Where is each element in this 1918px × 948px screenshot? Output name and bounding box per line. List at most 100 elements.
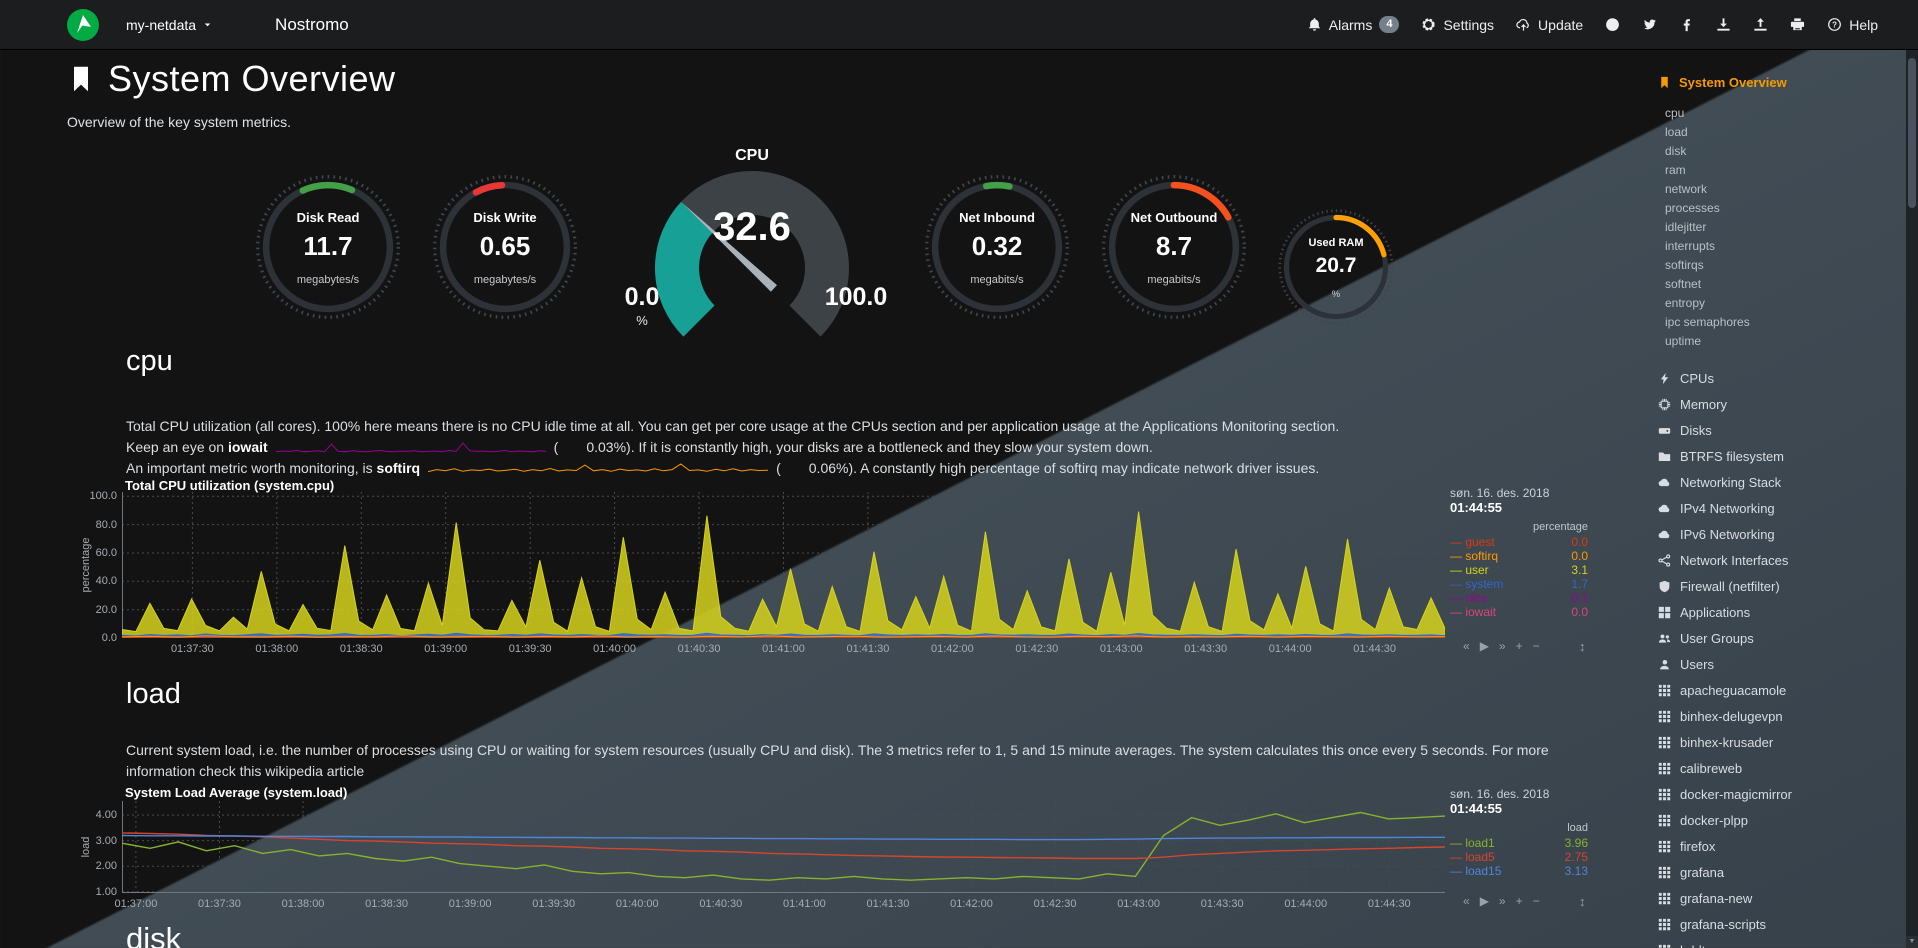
legend-item-iowait[interactable]: — iowait 0.0 [1450, 605, 1588, 619]
sidebar-item-entropy[interactable]: entropy [1665, 296, 1706, 310]
grid-icon [1658, 840, 1671, 853]
export-button[interactable] [1753, 17, 1768, 32]
gauge-value: 0.32 [971, 231, 1023, 261]
sidebar-item-system-overview[interactable]: System Overview [1658, 72, 1878, 92]
sidebar-item-label: binhex-krusader [1680, 734, 1774, 750]
sidebar-item-user-groups[interactable]: User Groups [1658, 625, 1878, 651]
update-button[interactable]: Update [1516, 17, 1583, 33]
gauge-used-ram[interactable]: Used RAM 20.7 % [1276, 207, 1396, 327]
legend-item-load15[interactable]: — load15 3.13 [1450, 864, 1588, 878]
sidebar-item-cpus[interactable]: CPUs [1658, 365, 1878, 391]
sidebar-item-cpu[interactable]: cpu [1665, 106, 1685, 120]
x-tick-label: 01:40:00 [615, 898, 659, 910]
x-tick-label: 01:41:00 [762, 643, 805, 655]
gauge-disk-read[interactable]: Disk Read 11.7 megabytes/s [253, 172, 403, 322]
sidebar-item-apacheguacamole[interactable]: apacheguacamole [1658, 677, 1878, 703]
sidebar-item-network[interactable]: network [1665, 182, 1708, 196]
twitter-button[interactable] [1642, 17, 1657, 32]
sidebar-item-users[interactable]: Users [1658, 651, 1878, 677]
legend-item-softirq[interactable]: — softirq 0.0 [1450, 549, 1588, 563]
sidebar-item-idlejitter[interactable]: idlejitter [1665, 220, 1707, 234]
gauge-cpu[interactable]: CPU 32.6 0.0 100.0 % [607, 147, 897, 337]
scrollbar[interactable]: ▼ [1906, 50, 1918, 948]
sidebar-item-grafana[interactable]: grafana [1658, 859, 1878, 885]
facebook-button[interactable] [1679, 17, 1694, 32]
zoom-out-button[interactable]: − [1532, 894, 1540, 908]
pan-left-button[interactable]: « [1463, 894, 1470, 908]
zoom-in-button[interactable]: + [1515, 639, 1523, 653]
my-netdata-menu[interactable]: my-netdata [126, 17, 213, 33]
legend-item-load1[interactable]: — load1 3.96 [1450, 836, 1588, 850]
legend-item-guest[interactable]: — guest 0.0 [1450, 535, 1588, 549]
pan-left-button[interactable]: « [1463, 639, 1470, 653]
sidebar-item-ram[interactable]: ram [1665, 163, 1686, 177]
gauge-units: % [1331, 289, 1341, 300]
zoom-out-button[interactable]: − [1532, 639, 1540, 653]
netdata-logo[interactable] [66, 8, 100, 42]
sidebar-item-interrupts[interactable]: interrupts [1665, 239, 1716, 253]
sidebar-item-softirqs[interactable]: softirqs [1665, 258, 1704, 272]
net-inbound-gauge-chart [925, 175, 1069, 319]
sidebar-item-uptime[interactable]: uptime [1665, 334, 1702, 348]
y-tick-label: 40.0 [95, 575, 117, 588]
sidebar-item-ipv6-networking[interactable]: IPv6 Networking [1658, 521, 1878, 547]
sidebar-item-binhex-krusader[interactable]: binhex-krusader [1658, 729, 1878, 755]
sidebar-item-networking-stack[interactable]: Networking Stack [1658, 469, 1878, 495]
sidebar-item-ipv4-networking[interactable]: IPv4 Networking [1658, 495, 1878, 521]
sidebar-item-firewall-netfilter-[interactable]: Firewall (netfilter) [1658, 573, 1878, 599]
scrollbar-thumb[interactable] [1908, 58, 1916, 208]
pan-right-button[interactable]: » [1498, 894, 1506, 908]
alarms-button[interactable]: Alarms 4 [1307, 16, 1400, 33]
legend-item-user[interactable]: — user 3.1 [1450, 563, 1588, 577]
pan-right-button[interactable]: » [1498, 639, 1506, 653]
x-tick-label: 01:39:30 [508, 643, 552, 655]
zoom-in-button[interactable]: + [1515, 894, 1523, 908]
chart-resize-handle[interactable]: ↕ [1579, 894, 1586, 909]
sidebar-item-firefox[interactable]: firefox [1658, 833, 1878, 859]
sidebar-item-applications[interactable]: Applications [1658, 599, 1878, 625]
sidebar-item-calibreweb[interactable]: calibreweb [1658, 755, 1878, 781]
sidebar-sections: CPUs Memory Disks BTRFS filesystem Networkin… [1658, 365, 1878, 677]
x-tick-label: 01:41:00 [782, 898, 826, 910]
load-chart-plot[interactable] [122, 801, 1445, 893]
chart-resize-handle[interactable]: ↕ [1579, 639, 1586, 654]
legend-item-system[interactable]: — system 1.7 [1450, 577, 1588, 591]
legend-item-load5[interactable]: — load5 2.75 [1450, 850, 1588, 864]
import-button[interactable] [1716, 17, 1731, 32]
gauge-disk-write[interactable]: Disk Write 0.65 megabytes/s [430, 172, 580, 322]
sidebar-item-processes[interactable]: processes [1665, 201, 1720, 215]
page-title: System Overview [108, 58, 396, 99]
settings-button[interactable]: Settings [1421, 17, 1494, 33]
sidebar-item-memory[interactable]: Memory [1658, 391, 1878, 417]
github-button[interactable] [1605, 17, 1620, 32]
play-button[interactable]: ▶ [1479, 894, 1489, 908]
play-button[interactable]: ▶ [1479, 639, 1489, 653]
sidebar-item-disks[interactable]: Disks [1658, 417, 1878, 443]
legend-item-nice[interactable]: — nice 0.1 [1450, 591, 1588, 605]
sidebar-item-docker-magicmirror[interactable]: docker-magicmirror [1658, 781, 1878, 807]
sidebar-item-load[interactable]: load [1665, 125, 1688, 139]
alarms-label: Alarms [1328, 16, 1373, 33]
network-icon [1658, 554, 1671, 567]
sidebar-item-ipc-semaphores[interactable]: ipc semaphores [1665, 315, 1750, 329]
gauge-net-inbound[interactable]: Net Inbound 0.32 megabits/s [922, 172, 1072, 322]
sidebar-item-grafana-scripts[interactable]: grafana-scripts [1658, 911, 1878, 937]
sidebar-item-label: hddtemp [1680, 943, 1731, 948]
sidebar-item-hddtemp[interactable]: hddtemp [1658, 937, 1878, 948]
sidebar-item-grafana-new[interactable]: grafana-new [1658, 885, 1878, 911]
sidebar-item-binhex-delugevpn[interactable]: binhex-delugevpn [1658, 703, 1878, 729]
sidebar-item-btrfs-filesystem[interactable]: BTRFS filesystem [1658, 443, 1878, 469]
sidebar-item-docker-plpp[interactable]: docker-plpp [1658, 807, 1878, 833]
sidebar-item-network-interfaces[interactable]: Network Interfaces [1658, 547, 1878, 573]
cpu-chart-plot[interactable] [122, 492, 1445, 638]
print-button[interactable] [1790, 17, 1805, 32]
sidebar-item-softnet[interactable]: softnet [1665, 277, 1702, 291]
chevron-down-icon [202, 19, 213, 30]
help-button[interactable]: Help [1827, 17, 1878, 33]
x-tick-label: 01:44:30 [1367, 898, 1411, 910]
x-tick-label: 01:44:30 [1353, 643, 1397, 655]
help-label: Help [1849, 16, 1878, 33]
sidebar-item-disk[interactable]: disk [1665, 144, 1687, 158]
gauge-net-outbound[interactable]: Net Outbound 8.7 megabits/s [1099, 172, 1249, 322]
scrollbar-down-arrow[interactable]: ▼ [1906, 936, 1918, 948]
